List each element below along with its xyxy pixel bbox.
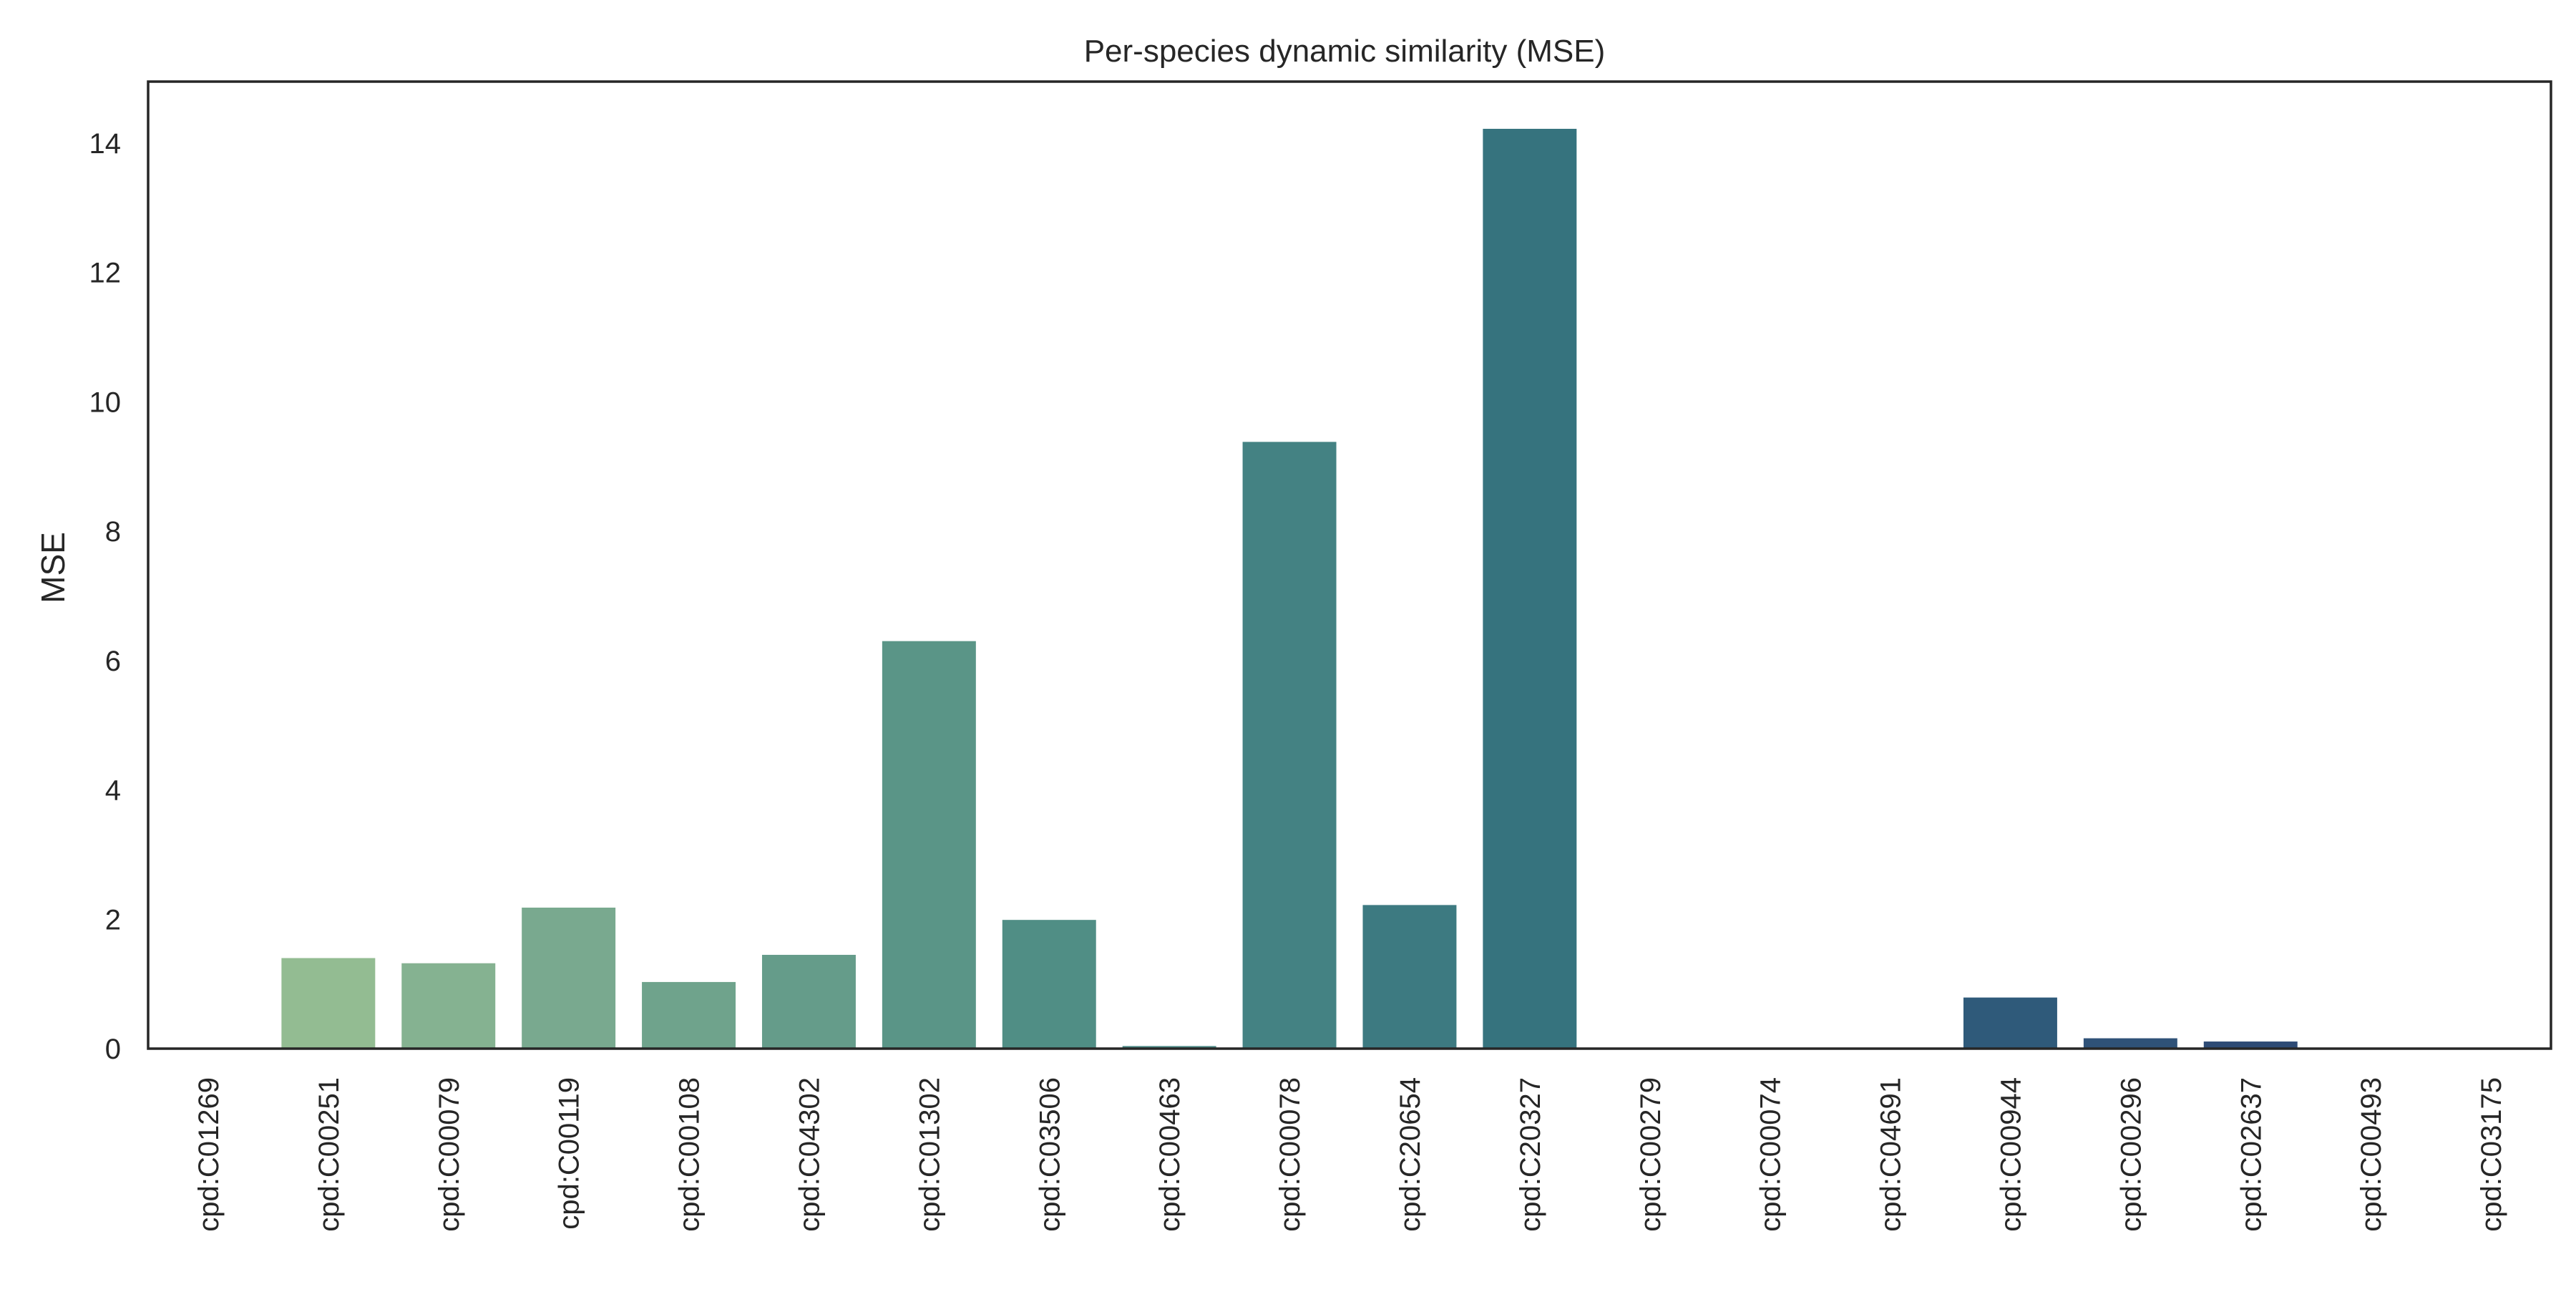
chart-title: Per-species dynamic similarity (MSE) [1084, 34, 1606, 69]
y-tick-label: 2 [105, 904, 121, 936]
plot-frame [147, 80, 2552, 1050]
y-tick-label: 14 [89, 128, 122, 160]
x-tick-label: cpd:C00074 [1755, 1077, 1787, 1232]
y-tick-label: 0 [105, 1034, 121, 1065]
x-tick-label: cpd:C00493 [2356, 1077, 2387, 1232]
bar-cpd-c00944 [1963, 997, 2057, 1049]
bar-cpd-c00078 [1242, 442, 1337, 1049]
x-tick-label: cpd:C00079 [434, 1077, 465, 1232]
x-tick-label: cpd:C20327 [1515, 1077, 1546, 1232]
x-tick-label: cpd:C00251 [313, 1077, 345, 1232]
x-tick-label: cpd:C00078 [1274, 1077, 1306, 1232]
y-tick-label: 6 [105, 646, 121, 677]
y-tick-label: 10 [89, 387, 122, 418]
y-tick-label: 8 [105, 516, 121, 548]
bar-cpd-c00463 [1122, 1046, 1216, 1049]
bar-cpd-c00079 [401, 963, 496, 1049]
x-tick-label: cpd:C04302 [794, 1077, 825, 1232]
bar-cpd-c20654 [1362, 905, 1457, 1049]
bar-cpd-c00296 [2083, 1038, 2177, 1049]
bar-cpd-c20327 [1483, 128, 1577, 1049]
y-tick-label: 4 [105, 775, 121, 807]
x-tick-label: cpd:C00944 [1995, 1077, 2026, 1232]
bars [281, 128, 2298, 1049]
bar-cpd-c02637 [2203, 1041, 2298, 1049]
x-tick-label: cpd:C00279 [1635, 1077, 1667, 1232]
x-tick-label: cpd:C03506 [1034, 1077, 1065, 1232]
x-tick-label: cpd:C01302 [914, 1077, 945, 1232]
x-axis-ticks: cpd:C01269 cpd:C00251 cpd:C00079 cpd:C00119… [193, 1077, 2507, 1232]
x-tick-label: cpd:C00119 [554, 1077, 585, 1230]
x-tick-label: cpd:C00296 [2115, 1077, 2147, 1232]
bar-cpd-c00108 [642, 981, 736, 1049]
x-tick-label: cpd:C03175 [2476, 1077, 2507, 1232]
x-tick-label: cpd:C01269 [193, 1077, 225, 1232]
bar-cpd-c04302 [761, 954, 856, 1049]
y-axis-ticks: 0 2 4 6 8 10 12 14 [89, 128, 122, 1065]
x-tick-label: cpd:C00108 [674, 1077, 706, 1232]
bar-cpd-c00251 [281, 958, 376, 1049]
bar-cpd-c00119 [522, 908, 616, 1049]
y-axis-label: MSE [34, 532, 72, 603]
bar-cpd-c01302 [882, 641, 976, 1049]
x-tick-label: cpd:C20654 [1395, 1077, 1426, 1232]
x-tick-label: cpd:C04691 [1875, 1077, 1907, 1232]
x-tick-label: cpd:C00463 [1154, 1077, 1186, 1232]
y-tick-label: 12 [89, 258, 122, 289]
x-tick-label: cpd:C02637 [2235, 1077, 2267, 1232]
bar-cpd-c03506 [1002, 920, 1096, 1049]
